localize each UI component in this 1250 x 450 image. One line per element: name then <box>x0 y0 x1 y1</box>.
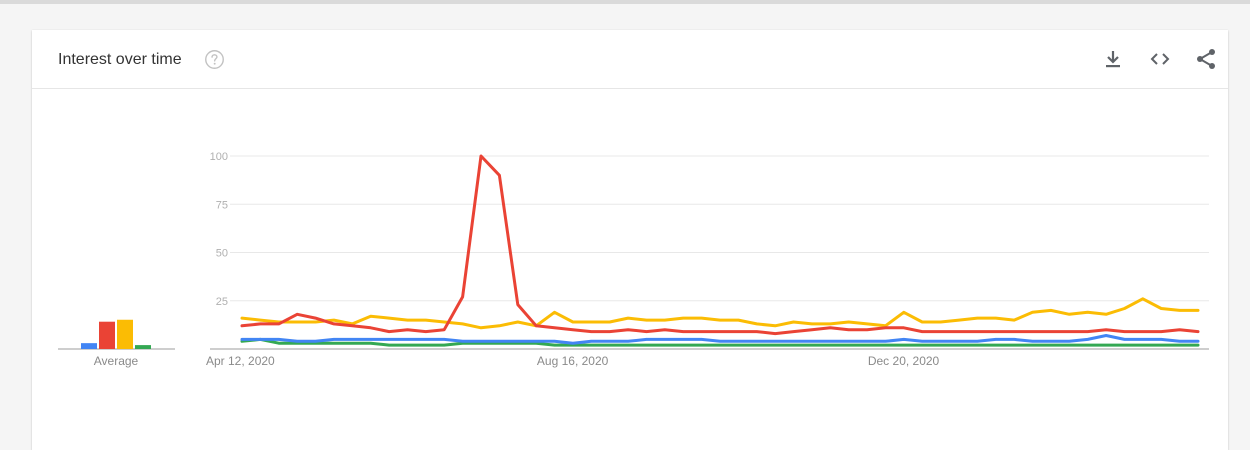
series-line <box>240 297 1200 330</box>
average-label: Average <box>94 354 139 368</box>
interest-over-time-card: Interest over time 25 50 75 100 Average Apr… <box>32 30 1228 450</box>
y-tick-label: 50 <box>216 248 228 260</box>
series-line <box>240 337 1200 347</box>
card-header: Interest over time <box>32 30 1228 89</box>
series-line <box>240 154 1200 336</box>
help-circle-icon[interactable] <box>204 49 225 70</box>
x-tick-label: Dec 20, 2020 <box>868 354 940 368</box>
share-icon[interactable] <box>1194 47 1218 71</box>
x-axis-labels: Apr 12, 2020 Aug 16, 2020 Dec 20, 2020 <box>206 354 940 368</box>
code-icon[interactable] <box>1148 47 1172 71</box>
x-tick-label: Apr 12, 2020 <box>206 354 275 368</box>
interest-chart: 25 50 75 100 Average Apr 12, 2020 Aug 16, 20… <box>58 151 1209 368</box>
x-tick-label: Aug 16, 2020 <box>537 354 609 368</box>
top-divider <box>0 0 1250 4</box>
y-tick-label: 25 <box>216 296 228 308</box>
average-bar <box>81 343 97 349</box>
series-lines <box>240 154 1200 347</box>
card-title: Interest over time <box>58 51 182 68</box>
average-bars: Average <box>58 319 175 368</box>
download-icon[interactable] <box>1101 47 1125 71</box>
y-tick-label: 100 <box>210 151 228 163</box>
y-tick-label: 75 <box>216 199 228 211</box>
average-bar <box>135 345 151 349</box>
average-bar <box>99 321 115 349</box>
grid-layer: 25 50 75 100 <box>210 151 1209 350</box>
series-line <box>240 334 1200 345</box>
average-bar <box>117 319 133 349</box>
